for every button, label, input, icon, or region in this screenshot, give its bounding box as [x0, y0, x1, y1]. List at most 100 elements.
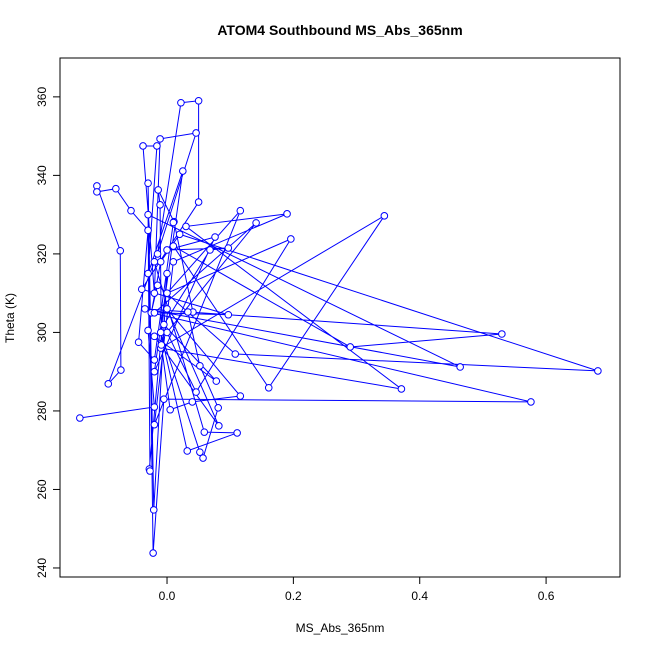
data-point: [144, 179, 152, 188]
data-point: [594, 367, 602, 375]
x-axis-label: MS_Abs_365nm: [296, 621, 385, 635]
x-tick-label: 0.6: [538, 589, 555, 603]
data-point: [127, 206, 135, 215]
y-axis-label: Theta (K): [3, 293, 17, 343]
data-point: [153, 142, 161, 150]
data-point: [188, 398, 197, 406]
data-point: [346, 343, 355, 351]
data-point: [196, 448, 204, 456]
data-point: [150, 257, 159, 266]
data-point: [194, 96, 203, 105]
data-point: [163, 246, 171, 254]
data-point: [287, 235, 295, 243]
data-point: [117, 366, 125, 374]
data-point: [144, 269, 152, 278]
data-point: [199, 454, 207, 462]
plot-frame: [59, 57, 621, 578]
data-point: [112, 184, 120, 193]
data-point: [149, 506, 158, 514]
data-point: [456, 363, 464, 371]
data-point: [283, 210, 291, 218]
data-point: [211, 233, 219, 241]
chart-title: ATOM4 Southbound MS_Abs_365nm: [217, 22, 462, 38]
data-point: [139, 142, 147, 150]
data-point: [169, 242, 178, 250]
data-point: [163, 269, 171, 278]
y-tick-label: 280: [35, 401, 49, 421]
data-point: [212, 377, 221, 385]
data-point: [116, 246, 125, 255]
data-point: [144, 226, 152, 235]
data-point: [156, 201, 164, 209]
data-point: [175, 230, 184, 239]
x-tick-label: 0.2: [285, 589, 302, 603]
data-point: [150, 403, 159, 411]
data-point: [498, 330, 506, 338]
x-tick-label: 0.4: [411, 589, 428, 603]
data-point: [149, 549, 157, 557]
data-point: [154, 186, 162, 194]
data-point: [177, 98, 185, 107]
y-tick-label: 320: [35, 244, 49, 264]
data-point: [150, 356, 159, 364]
data-point: [231, 350, 240, 358]
data-point: [192, 388, 200, 396]
data-point: [527, 398, 535, 406]
data-point: [264, 383, 273, 392]
data-point: [183, 447, 192, 455]
data-point: [104, 380, 113, 388]
data-point: [146, 467, 154, 475]
x-tick-label: 0.0: [159, 589, 176, 603]
data-point: [163, 328, 171, 337]
data-point: [169, 218, 178, 227]
data-point: [141, 305, 149, 313]
data-point: [163, 289, 171, 297]
data-point: [157, 341, 166, 349]
data-point: [160, 320, 168, 329]
data-point: [134, 338, 143, 347]
y-tick-label: 360: [35, 87, 49, 107]
data-point: [163, 305, 171, 313]
data-point: [153, 281, 162, 290]
data-point: [150, 308, 159, 317]
data-point: [156, 135, 164, 143]
data-point: [153, 250, 162, 258]
data-point: [252, 219, 260, 227]
data-point: [156, 328, 165, 337]
data-point: [196, 361, 204, 370]
data-point: [192, 129, 200, 137]
data-point: [233, 429, 241, 437]
data-point: [236, 392, 245, 400]
data-point: [397, 385, 406, 393]
data-point: [93, 188, 101, 196]
data-point: [194, 198, 203, 206]
data-point: [224, 244, 233, 252]
data-line: [79, 100, 599, 554]
data-point: [214, 403, 222, 412]
data-point: [150, 332, 159, 341]
data-point: [224, 310, 233, 319]
data-point: [179, 167, 187, 175]
data-point: [150, 367, 159, 376]
data-point: [156, 257, 165, 266]
y-tick-label: 300: [35, 322, 49, 342]
data-point: [150, 420, 159, 429]
y-tick-label: 340: [35, 165, 49, 185]
data-point: [182, 222, 190, 231]
data-point: [215, 422, 223, 430]
data-point: [206, 246, 214, 254]
data-point: [144, 210, 152, 219]
y-tick-label: 260: [35, 479, 49, 499]
data-point: [184, 308, 192, 316]
data-point: [380, 212, 389, 220]
data-point: [200, 428, 209, 436]
y-tick-label: 240: [35, 558, 49, 578]
data-point: [144, 326, 152, 335]
data-point: [76, 414, 84, 422]
data-point: [169, 257, 178, 266]
data-point: [137, 285, 146, 294]
data-point: [150, 289, 159, 297]
data-point: [166, 405, 174, 414]
